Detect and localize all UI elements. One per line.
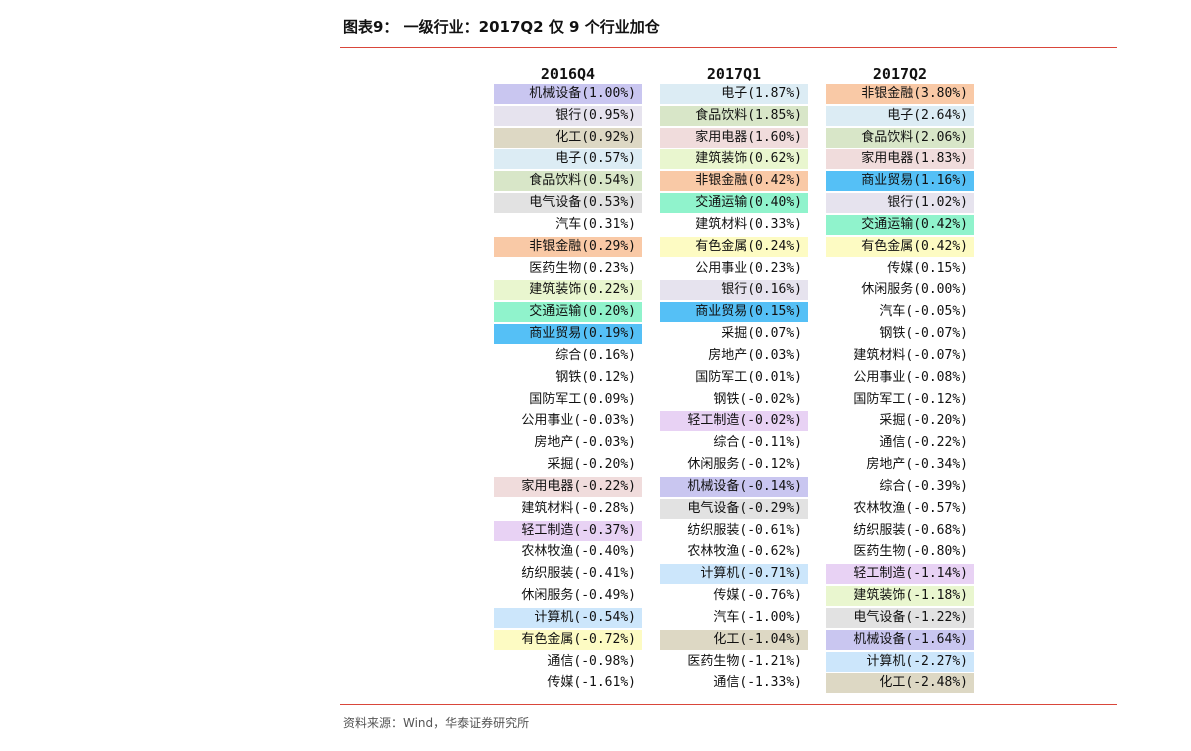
column-2017q2: 2017Q2 非银金融(3.80%) 电子(2.64%) 食品饮料(2.06%) 家用… <box>826 64 974 695</box>
table-row: 轻工制造(-1.14%) <box>826 564 974 585</box>
table-row: 电子(0.57%) <box>494 149 642 170</box>
column-2017q1: 2017Q1 电子(1.87%) 食品饮料(1.85%) 家用电器(1.60%) 建筑… <box>660 64 808 695</box>
table-row: 传媒(-1.61%) <box>547 675 636 691</box>
table-row: 银行(0.95%) <box>494 105 642 126</box>
table-row: 化工(-1.04%) <box>660 629 808 650</box>
table-row: 银行(1.02%) <box>826 193 974 214</box>
bottom-rule <box>340 704 1117 705</box>
column-header: 2016Q4 <box>540 65 596 83</box>
table-row: 通信(-1.33%) <box>713 675 802 691</box>
table-row: 采掘(-0.20%) <box>547 457 636 473</box>
column-rows: 电子(1.87%) 食品饮料(1.85%) 家用电器(1.60%) 建筑装饰(0.62… <box>660 84 808 693</box>
column-header: 2017Q2 <box>872 65 928 83</box>
table-row: 家用电器(1.83%) <box>826 149 974 170</box>
figure-title: 图表9： 一级行业：2017Q2 仅 9 个行业加仓 <box>343 18 660 36</box>
table-row: 建筑装饰(0.62%) <box>660 149 808 170</box>
source-note: 资料来源：Wind，华泰证券研究所 <box>343 716 530 730</box>
table-row: 采掘(-0.20%) <box>879 413 968 429</box>
table-row: 有色金属(0.24%) <box>660 236 808 257</box>
table-row: 家用电器(-0.22%) <box>494 476 642 497</box>
table-row: 非银金融(0.29%) <box>494 236 642 257</box>
table-row: 计算机(-0.54%) <box>494 607 642 628</box>
column-rows: 机械设备(1.00%) 银行(0.95%) 化工(0.92%) 电子(0.57%) 食品… <box>494 84 642 693</box>
table-row: 电气设备(0.53%) <box>494 193 642 214</box>
top-rule <box>340 47 1117 48</box>
table-row: 钢铁(-0.07%) <box>879 326 968 342</box>
table-row: 有色金属(-0.72%) <box>494 629 642 650</box>
table-row: 建筑材料(-0.07%) <box>853 347 968 363</box>
table-row: 建筑装饰(0.22%) <box>494 280 642 301</box>
table-row: 钢铁(-0.02%) <box>713 391 802 407</box>
table-row: 农林牧渔(-0.40%) <box>521 544 636 560</box>
table-row: 房地产(-0.03%) <box>534 435 636 451</box>
table-row: 交通运输(0.40%) <box>660 193 808 214</box>
table-row: 纺织服装(-0.68%) <box>853 522 968 538</box>
table-row: 建筑材料(-0.28%) <box>521 500 636 516</box>
table-row: 交通运输(0.20%) <box>494 302 642 323</box>
table-row: 食品饮料(2.06%) <box>826 127 974 148</box>
table-row: 通信(-0.98%) <box>547 653 636 669</box>
table-row: 公用事业(-0.08%) <box>853 369 968 385</box>
table-row: 非银金融(3.80%) <box>826 84 974 104</box>
table-row: 休闲服务(0.00%) <box>861 282 968 298</box>
table-row: 计算机(-0.71%) <box>660 564 808 585</box>
table-row: 纺织服装(-0.61%) <box>687 522 802 538</box>
table-row: 化工(-2.48%) <box>826 673 974 694</box>
table-row: 通信(-0.22%) <box>879 435 968 451</box>
table-row: 综合(-0.39%) <box>879 478 968 494</box>
table-row: 纺织服装(-0.41%) <box>521 566 636 582</box>
table-row: 化工(0.92%) <box>494 127 642 148</box>
table-row: 国防军工(0.09%) <box>529 391 636 407</box>
column-2016q4: 2016Q4 机械设备(1.00%) 银行(0.95%) 化工(0.92%) 电子(0… <box>494 64 642 695</box>
table-row: 非银金融(0.42%) <box>660 171 808 192</box>
table-row: 医药生物(-0.80%) <box>853 544 968 560</box>
table-row: 公用事业(0.23%) <box>695 260 802 276</box>
table-row: 机械设备(-0.14%) <box>660 476 808 497</box>
table-row: 建筑装饰(-1.18%) <box>826 586 974 607</box>
table-row: 家用电器(1.60%) <box>660 127 808 148</box>
table-row: 商业贸易(0.19%) <box>494 324 642 345</box>
table-row: 休闲服务(-0.49%) <box>521 588 636 604</box>
column-rows: 非银金融(3.80%) 电子(2.64%) 食品饮料(2.06%) 家用电器(1.83… <box>826 84 974 694</box>
table-row: 有色金属(0.42%) <box>826 236 974 257</box>
table-row: 交通运输(0.42%) <box>826 214 974 235</box>
table-row: 农林牧渔(-0.57%) <box>853 500 968 516</box>
table-row: 建筑材料(0.33%) <box>695 216 802 232</box>
table-row: 电气设备(-0.29%) <box>660 498 808 519</box>
column-header: 2017Q1 <box>706 65 762 83</box>
table-row: 国防军工(-0.12%) <box>853 391 968 407</box>
table-row: 医药生物(0.23%) <box>529 260 636 276</box>
table-row: 汽车(-1.00%) <box>713 609 802 625</box>
table-row: 综合(-0.11%) <box>713 435 802 451</box>
table-row: 商业贸易(0.15%) <box>660 302 808 323</box>
table-row: 轻工制造(-0.37%) <box>494 520 642 541</box>
table-row: 电气设备(-1.22%) <box>826 607 974 628</box>
table-row: 公用事业(-0.03%) <box>521 413 636 429</box>
table-row: 钢铁(0.12%) <box>555 369 636 385</box>
table-row: 机械设备(-1.64%) <box>826 629 974 650</box>
table-row: 商业贸易(1.16%) <box>826 171 974 192</box>
table-row: 汽车(0.31%) <box>555 216 636 232</box>
table-row: 传媒(0.15%) <box>887 260 968 276</box>
table-row: 汽车(-0.05%) <box>879 304 968 320</box>
table-row: 房地产(-0.34%) <box>866 457 968 473</box>
table-row: 房地产(0.03%) <box>708 347 802 363</box>
table-row: 食品饮料(0.54%) <box>494 171 642 192</box>
table-row: 银行(0.16%) <box>660 280 808 301</box>
table-row: 食品饮料(1.85%) <box>660 105 808 126</box>
table-row: 机械设备(1.00%) <box>494 84 642 104</box>
table-row: 休闲服务(-0.12%) <box>687 457 802 473</box>
table-row: 医药生物(-1.21%) <box>687 653 802 669</box>
table-row: 采掘(0.07%) <box>721 326 802 342</box>
table-row: 国防军工(0.01%) <box>695 369 802 385</box>
table-row: 计算机(-2.27%) <box>826 651 974 672</box>
table-row: 传媒(-0.76%) <box>713 588 802 604</box>
table-row: 电子(2.64%) <box>826 105 974 126</box>
table-row: 电子(1.87%) <box>660 84 808 104</box>
table-row: 轻工制造(-0.02%) <box>660 411 808 432</box>
table-row: 综合(0.16%) <box>555 347 636 363</box>
table-row: 农林牧渔(-0.62%) <box>687 544 802 560</box>
